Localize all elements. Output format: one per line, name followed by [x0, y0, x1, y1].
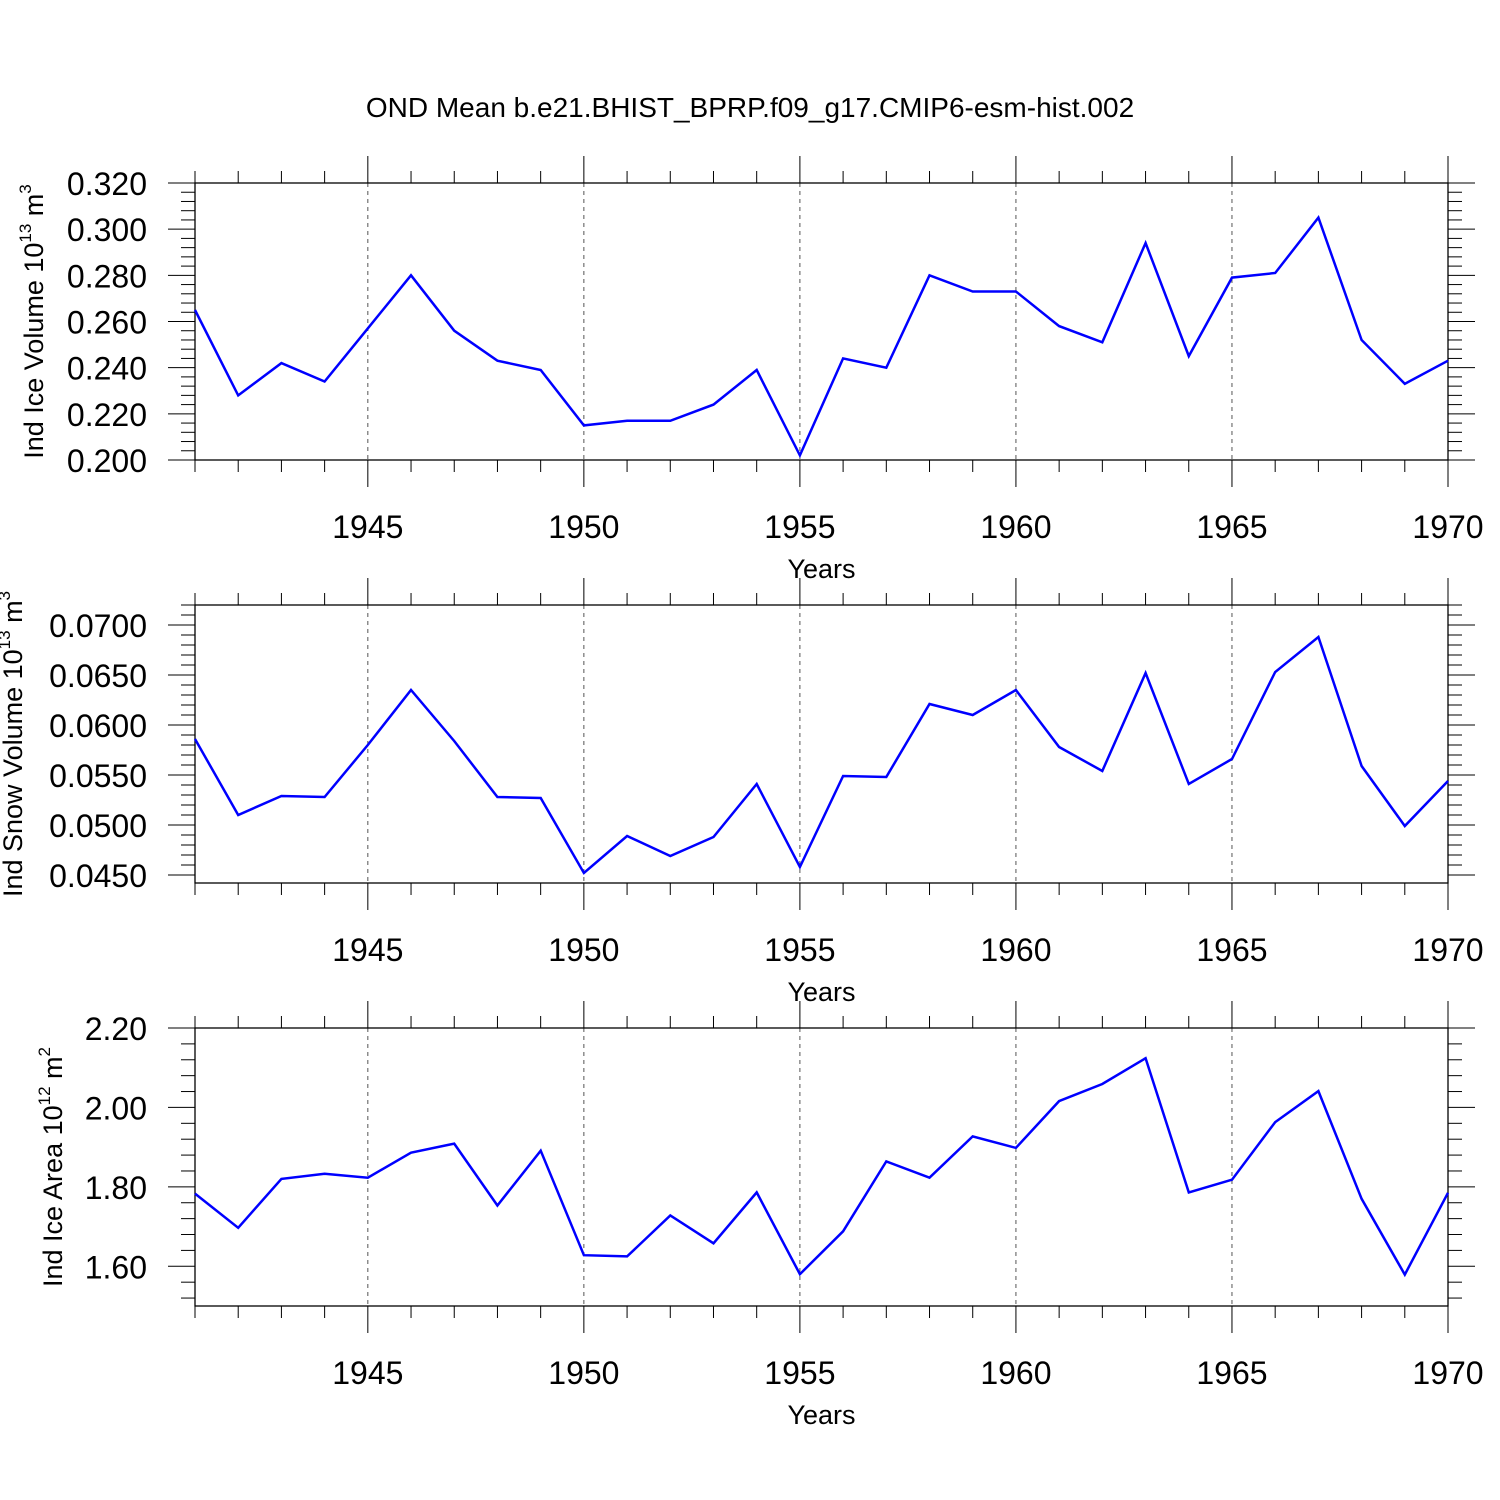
x-tick-label: 1945 — [332, 932, 403, 968]
y-tick-label: 0.0700 — [49, 608, 147, 644]
y-tick-label: 2.20 — [85, 1011, 147, 1047]
series-line — [193, 634, 1449, 875]
y-tick-label: 0.0550 — [49, 758, 147, 794]
y-tick-label: 0.0600 — [49, 708, 147, 744]
plot-frame — [194, 1027, 1449, 1307]
x-tick-label: 1965 — [1196, 1355, 1267, 1391]
y-tick-label: 0.320 — [67, 166, 147, 202]
x-axis-label: Years — [787, 554, 855, 584]
y-tick-label: 0.280 — [67, 258, 147, 294]
x-tick-label: 1960 — [980, 932, 1051, 968]
plot-frame — [194, 182, 1449, 461]
y-tick-label: 0.300 — [67, 212, 147, 248]
x-tick-label: 1970 — [1412, 932, 1483, 968]
x-tick-label: 1955 — [764, 1355, 835, 1391]
y-axis-label: Ind Ice Volume 1013 m3 — [16, 184, 49, 459]
x-tick-label: 1960 — [980, 509, 1051, 545]
x-tick-label: 1955 — [764, 932, 835, 968]
x-tick-label: 1965 — [1196, 509, 1267, 545]
x-tick-label: 1955 — [764, 509, 835, 545]
x-tick-label: 1970 — [1412, 509, 1483, 545]
x-tick-label: 1970 — [1412, 1355, 1483, 1391]
y-tick-label: 1.80 — [85, 1170, 147, 1206]
x-axis-label: Years — [787, 1400, 855, 1430]
x-tick-label: 1950 — [548, 509, 619, 545]
series-line — [194, 1056, 1450, 1278]
plot-frame — [194, 604, 1449, 884]
chart-title: OND Mean b.e21.BHIST_BPRP.f09_g17.CMIP6-… — [365, 92, 1135, 123]
y-axis-label: Ind Snow Volume 1013 m3 — [0, 591, 28, 897]
x-tick-label: 1960 — [980, 1355, 1051, 1391]
chart-panel-1: 0.200 0.220 0.240 0.260 0.280 0.300 0.320 1945 1… — [16, 156, 1484, 584]
y-tick-label: 1.60 — [85, 1249, 147, 1285]
chart-panel-2: 0.0450 0.0500 0.0550 0.0600 0.0650 0.0700 1945… — [0, 578, 1484, 1007]
y-tick-label: 0.0650 — [49, 658, 147, 694]
y-tick-label: 0.220 — [67, 397, 147, 433]
y-tick-label: 0.0450 — [49, 858, 147, 894]
chart-panel-3: 1.60 1.80 2.00 2.20 1945 1950 1955 1960 1965 1970… — [35, 1001, 1484, 1430]
series-line — [193, 215, 1449, 459]
x-tick-label: 1950 — [548, 1355, 619, 1391]
y-axis-label: Ind Ice Area 1012 m2 — [35, 1047, 68, 1287]
y-tick-label: 0.200 — [67, 443, 147, 479]
x-tick-label: 1950 — [548, 932, 619, 968]
x-axis-label: Years — [787, 977, 855, 1007]
x-tick-label: 1945 — [332, 1355, 403, 1391]
x-tick-label: 1945 — [332, 509, 403, 545]
y-tick-label: 0.260 — [67, 305, 147, 341]
y-tick-label: 2.00 — [85, 1090, 147, 1126]
x-tick-label: 1965 — [1196, 932, 1267, 968]
y-tick-label: 0.0500 — [49, 808, 147, 844]
y-tick-label: 0.240 — [67, 351, 147, 387]
